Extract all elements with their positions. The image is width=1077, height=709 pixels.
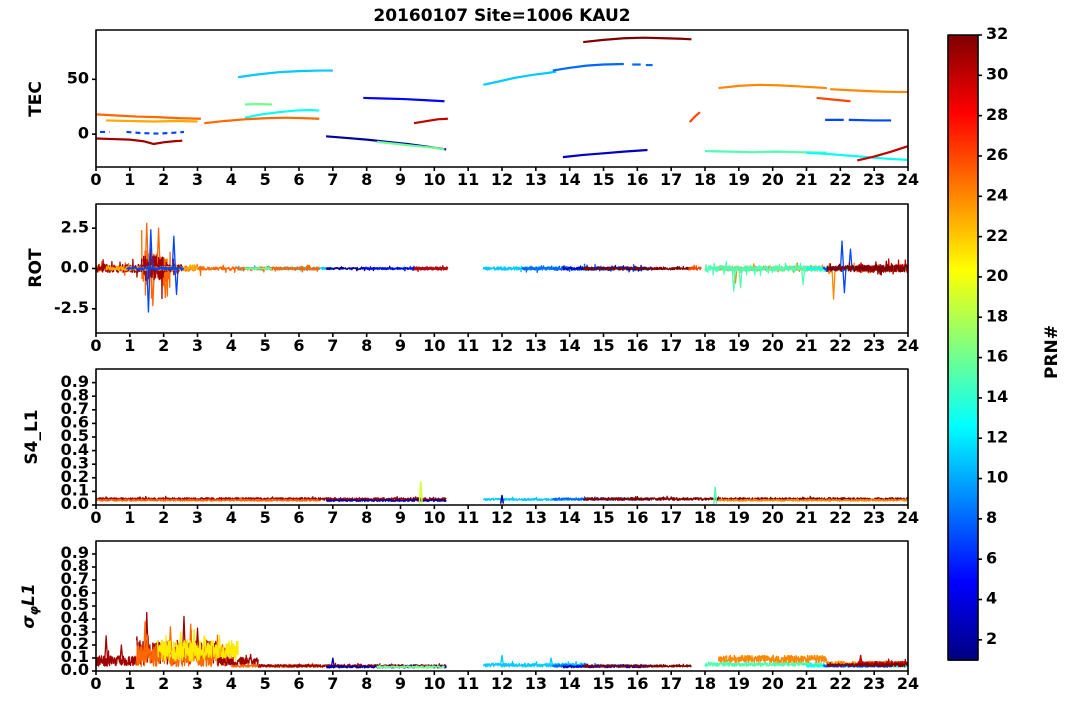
l1-suffix: L1	[18, 583, 39, 607]
sigma-symbol: σ	[18, 615, 39, 629]
ylabel-rot: ROT	[26, 248, 46, 288]
ylabel-tec: TEC	[26, 81, 46, 117]
ylabel-s4-l1: S4_L1	[22, 409, 42, 465]
phi-subscript: φ	[27, 606, 42, 616]
ylabel-sigma-phi-l1: σφL1	[19, 583, 41, 628]
chart-title: 20160107 Site=1006 KAU2	[373, 6, 631, 26]
colorbar-label: PRN#	[1042, 324, 1062, 380]
